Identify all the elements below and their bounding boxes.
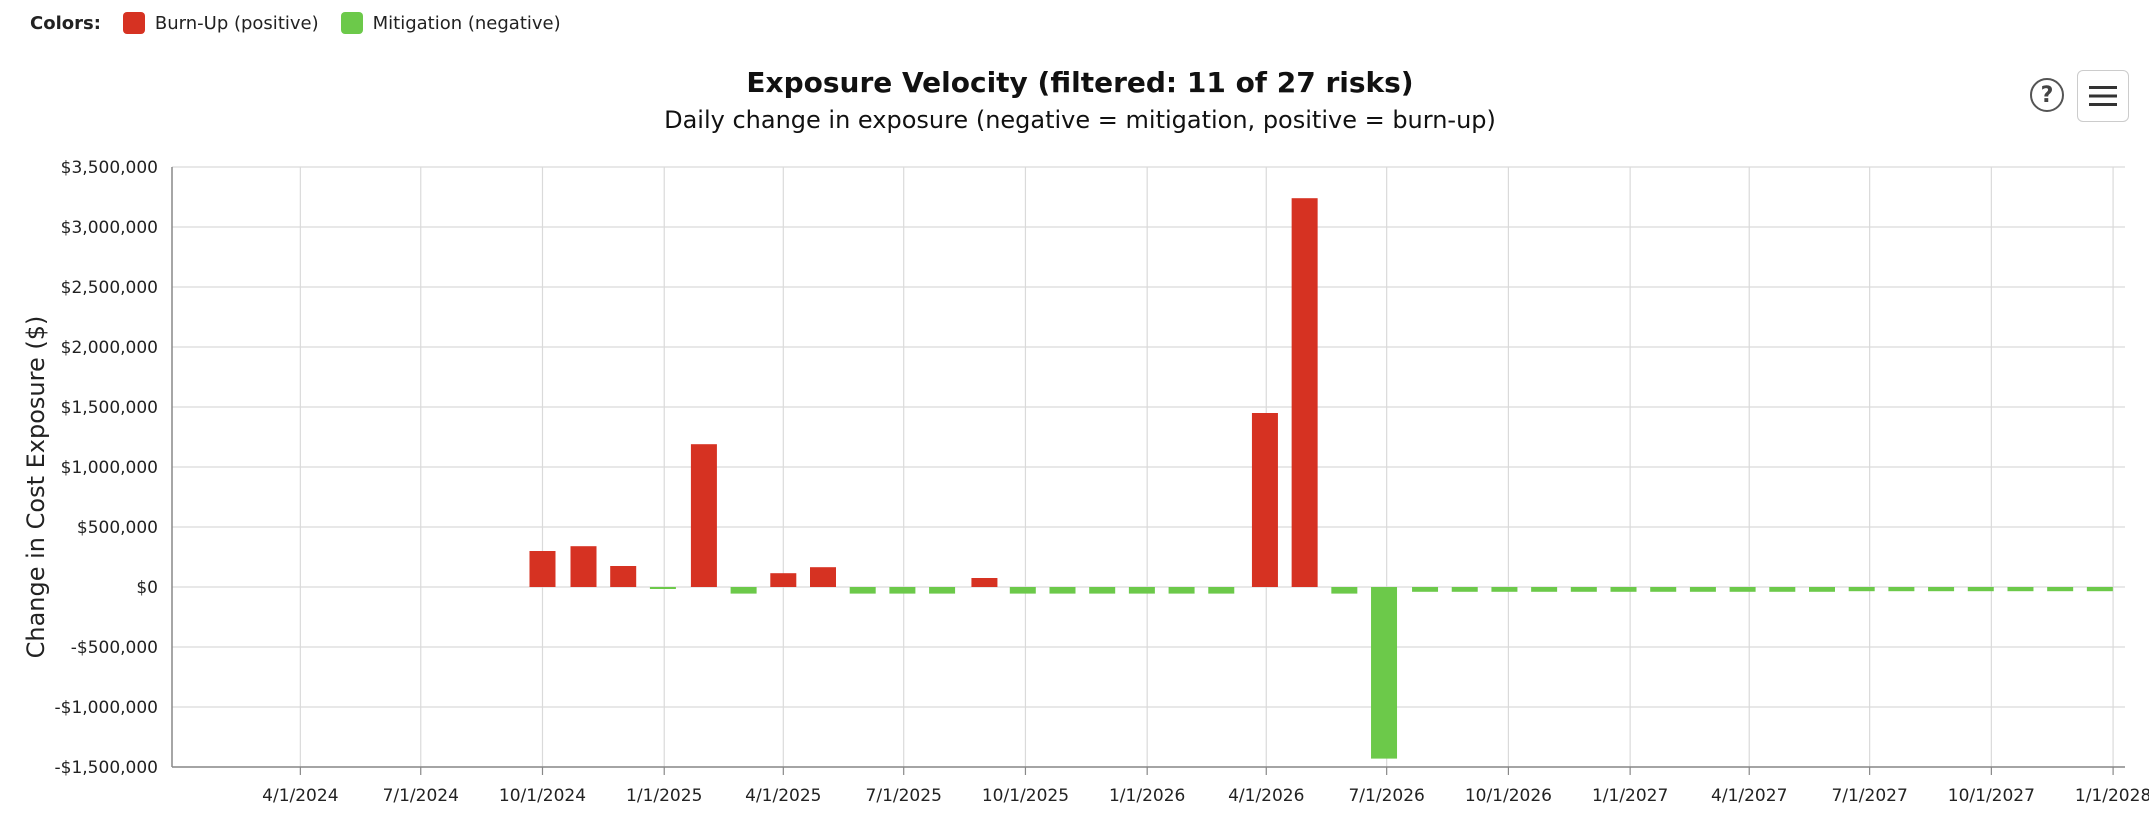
- mitigation-bar[interactable]: [1531, 587, 1558, 592]
- burn-up-bar[interactable]: [690, 444, 717, 587]
- x-tick-label: 10/1/2025: [982, 786, 1069, 806]
- mitigation-bar[interactable]: [1928, 587, 1955, 592]
- burn-up-bar[interactable]: [810, 567, 836, 587]
- burn-up-bar[interactable]: [971, 578, 998, 587]
- chart-subtitle: Daily change in exposure (negative = mit…: [664, 106, 1496, 134]
- x-tick-label: 1/1/2025: [626, 786, 702, 806]
- mitigation-bar[interactable]: [1128, 587, 1155, 594]
- x-tick-label: 1/1/2026: [1109, 786, 1185, 806]
- mitigation-bar[interactable]: [1009, 587, 1036, 594]
- legend-item-burn-up-label: Burn-Up (positive): [154, 12, 319, 34]
- mitigation-bar[interactable]: [849, 587, 876, 594]
- mitigation-bar[interactable]: [1049, 587, 1076, 594]
- grid-layer: [172, 166, 2125, 768]
- mitigation-swatch: [340, 12, 363, 34]
- hamburger-menu-icon: [2089, 86, 2117, 106]
- x-tick-label: 1/1/2027: [1592, 786, 1668, 806]
- y-tick-label: -$1,000,000: [55, 698, 158, 718]
- x-tick-label: 7/1/2026: [1348, 786, 1424, 806]
- y-tick-label: $2,500,000: [61, 278, 158, 298]
- x-tick-label: 10/1/2026: [1465, 786, 1552, 806]
- mitigation-bar[interactable]: [1650, 587, 1677, 592]
- legend-item-mitigation[interactable]: Mitigation (negative): [340, 12, 561, 34]
- y-tick-label: $0: [136, 578, 158, 598]
- y-tick-label: -$500,000: [71, 638, 158, 658]
- x-tick-label: 4/1/2026: [1228, 786, 1304, 806]
- chart-menu-button[interactable]: [2077, 70, 2129, 122]
- x-tick-label: 1/1/2028: [2075, 786, 2149, 806]
- mitigation-bar[interactable]: [1808, 587, 1835, 592]
- chart-legend: Colors: Burn-Up (positive) Mitigation (n…: [30, 12, 583, 34]
- chart-title: Exposure Velocity (filtered: 11 of 27 ri…: [746, 66, 1414, 99]
- x-tick-label: 4/1/2025: [745, 786, 821, 806]
- mitigation-bar[interactable]: [1412, 587, 1439, 592]
- x-tick-label: 4/1/2024: [262, 786, 338, 806]
- mitigation-bar[interactable]: [730, 587, 757, 594]
- mitigation-bar[interactable]: [1689, 587, 1716, 592]
- mitigation-bar[interactable]: [2086, 587, 2113, 592]
- mitigation-bar[interactable]: [1331, 587, 1358, 594]
- mitigation-bar[interactable]: [649, 587, 676, 589]
- mitigation-bar[interactable]: [1491, 587, 1518, 592]
- burn-up-bar[interactable]: [570, 546, 597, 587]
- mitigation-bar[interactable]: [1888, 587, 1915, 592]
- y-tick-label: $2,000,000: [61, 338, 158, 358]
- x-tick-label: 4/1/2027: [1711, 786, 1787, 806]
- mitigation-bar[interactable]: [1967, 587, 1994, 592]
- burn-up-bar[interactable]: [1291, 198, 1318, 587]
- mitigation-bar[interactable]: [1610, 587, 1637, 592]
- mitigation-bar[interactable]: [1848, 587, 1875, 592]
- mitigation-bar[interactable]: [1208, 587, 1235, 594]
- x-tick-label: 7/1/2027: [1831, 786, 1907, 806]
- y-tick-label: -$1,500,000: [55, 758, 158, 778]
- burn-up-swatch: [122, 12, 145, 34]
- mitigation-bar[interactable]: [1451, 587, 1478, 592]
- mitigation-bar[interactable]: [1371, 587, 1398, 759]
- x-tick-label: 7/1/2025: [866, 786, 942, 806]
- y-axis-label: Change in Cost Exposure ($): [22, 316, 50, 659]
- burn-up-bar[interactable]: [529, 551, 556, 587]
- y-tick-label: $1,500,000: [61, 398, 158, 418]
- mitigation-bar[interactable]: [2047, 587, 2074, 592]
- x-tick-label: 7/1/2024: [383, 786, 459, 806]
- mitigation-bar[interactable]: [2007, 587, 2034, 592]
- mitigation-bar[interactable]: [1729, 587, 1756, 592]
- x-tick-label: 10/1/2027: [1948, 786, 2035, 806]
- bar-layer: [529, 198, 2113, 759]
- help-button[interactable]: ?: [2030, 78, 2064, 112]
- mitigation-bar[interactable]: [1089, 587, 1116, 594]
- y-tick-label: $1,000,000: [61, 458, 158, 478]
- mitigation-bar[interactable]: [1769, 587, 1796, 592]
- mitigation-bar[interactable]: [929, 587, 956, 594]
- mitigation-bar[interactable]: [889, 587, 916, 594]
- x-tick-label: 10/1/2024: [499, 786, 586, 806]
- y-tick-label: $3,500,000: [61, 158, 158, 178]
- burn-up-bar[interactable]: [1251, 413, 1278, 587]
- y-tick-label: $500,000: [77, 518, 158, 538]
- chart-header: Exposure Velocity (filtered: 11 of 27 ri…: [0, 64, 2149, 138]
- axis-layer: $3,500,000 $3,000,000 $2,500,000 $2,000,000…: [55, 158, 2149, 806]
- help-icon: ?: [2040, 82, 2054, 108]
- y-tick-label: $3,000,000: [61, 218, 158, 238]
- legend-title: Colors:: [30, 12, 101, 34]
- burn-up-bar[interactable]: [610, 566, 637, 587]
- burn-up-bar[interactable]: [770, 573, 797, 587]
- legend-item-burn-up[interactable]: Burn-Up (positive): [122, 12, 319, 34]
- legend-item-mitigation-label: Mitigation (negative): [372, 12, 561, 34]
- mitigation-bar[interactable]: [1168, 587, 1195, 594]
- mitigation-bar[interactable]: [1570, 587, 1597, 592]
